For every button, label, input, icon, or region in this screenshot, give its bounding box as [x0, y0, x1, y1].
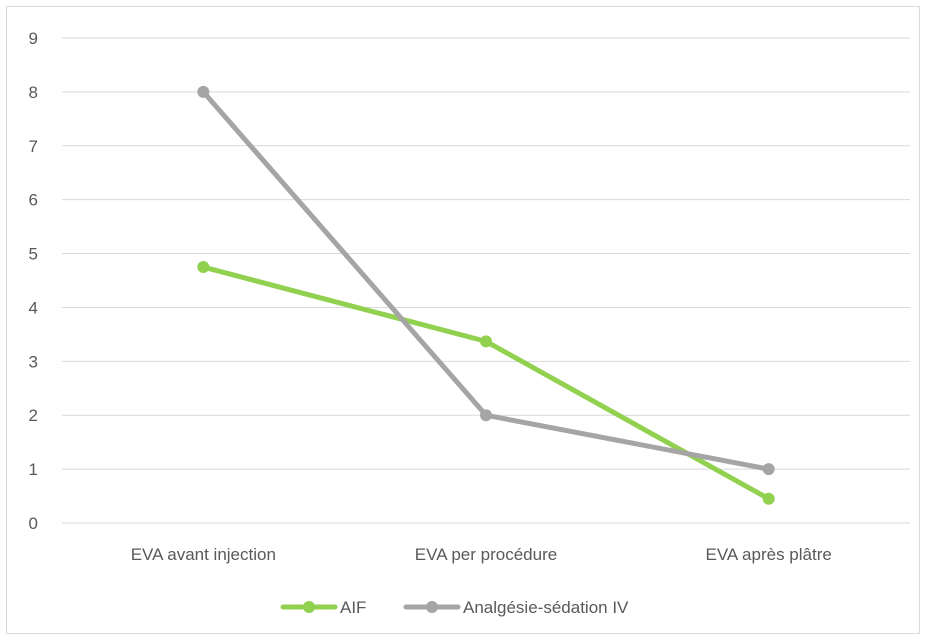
series-1-point-2 [762, 463, 775, 476]
x-axis: EVA avant injection EVA per procédure EVA … [131, 545, 832, 564]
series-0-point-0 [197, 261, 210, 274]
legend-marker-1 [426, 601, 438, 613]
series-0-point-1 [480, 335, 492, 348]
legend-label-1: Analgésie-sédation IV [463, 598, 629, 617]
y-tick-label-4: 4 [29, 298, 38, 317]
y-tick-label-6: 6 [29, 191, 38, 210]
y-tick-label-2: 2 [29, 406, 38, 425]
series-line-0 [200, 264, 772, 502]
series-1-point-1 [480, 409, 492, 422]
series-1-point-0 [197, 85, 210, 98]
y-tick-label-3: 3 [29, 352, 38, 371]
series-layer [197, 85, 775, 505]
y-tick-label-0: 0 [29, 514, 38, 533]
chart-frame [6, 6, 920, 634]
gridlines [62, 37, 910, 524]
y-tick-label-1: 1 [29, 460, 38, 479]
x-tick-label-0: EVA avant injection [131, 545, 276, 564]
y-tick-label-9: 9 [29, 29, 38, 48]
y-tick-label-8: 8 [29, 83, 38, 102]
legend-marker-0 [303, 601, 315, 613]
series-0-point-2 [762, 492, 775, 505]
y-tick-label-7: 7 [29, 137, 38, 156]
legend-label-0: AIF [340, 598, 366, 617]
legend: AIF Analgésie-sédation IV [280, 598, 629, 617]
x-tick-label-1: EVA per procédure [415, 545, 557, 564]
y-tick-label-5: 5 [29, 245, 38, 264]
y-axis-labels: 0 1 2 3 4 5 6 7 8 9 [29, 29, 38, 533]
x-tick-label-2: EVA après plâtre [706, 545, 832, 564]
